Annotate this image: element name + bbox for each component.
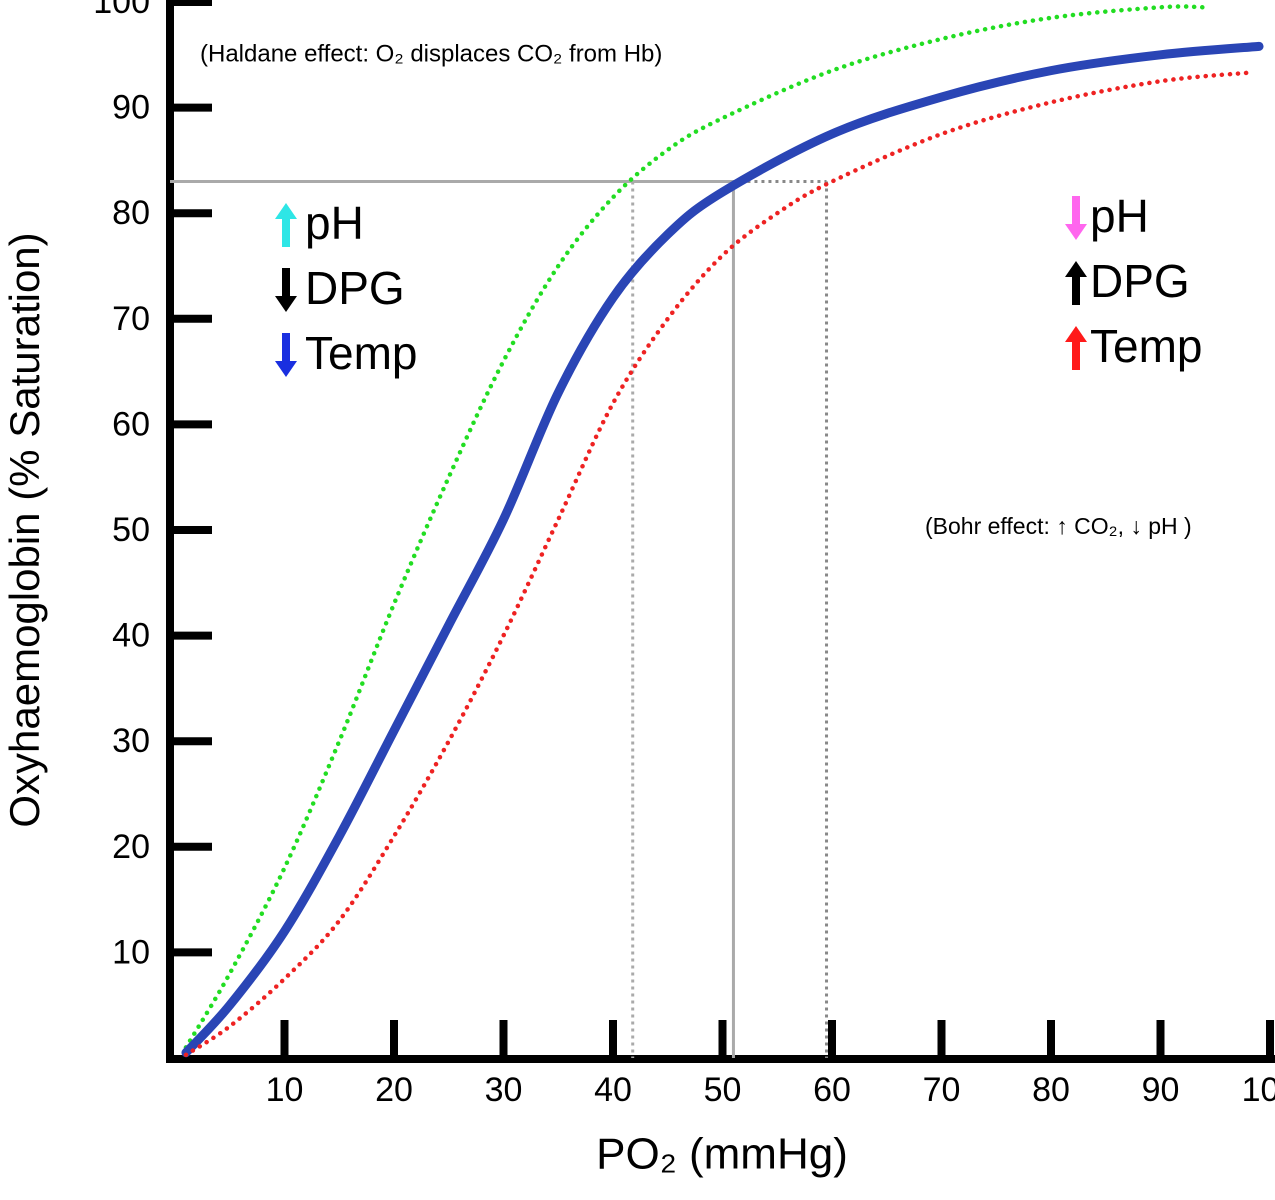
y-tick-label: 40 [112, 617, 150, 655]
x-tick-label: 40 [594, 1071, 632, 1109]
x-tick-label: 50 [704, 1071, 742, 1109]
y-tick-label: 50 [112, 511, 150, 549]
y-tick-label: 10 [112, 933, 150, 971]
annotation: (Bohr effect: ↑ CO₂, ↓ pH ) [925, 513, 1192, 539]
x-tick-label: 10 [266, 1071, 304, 1109]
curve [183, 70, 1251, 1058]
x-axis-title: PO₂ (mmHg) [596, 1130, 848, 1179]
x-tick-label: 90 [1142, 1071, 1180, 1109]
x-tick-label: 60 [813, 1071, 851, 1109]
y-axis-title: Oxyhaemoglobin (% Saturation) [1, 232, 48, 827]
annotation: (Haldane effect: O₂ displaces CO₂ from H… [200, 40, 662, 67]
arrow [275, 268, 297, 312]
annotation-label: DPG [1090, 255, 1190, 307]
x-tick-label: 20 [375, 1071, 413, 1109]
curve [183, 4, 1207, 1050]
annotation-label: pH [1090, 190, 1149, 242]
arrow [1065, 326, 1087, 370]
x-tick-label: 30 [485, 1071, 523, 1109]
annotation-label: Temp [1090, 320, 1202, 372]
arrow [1065, 261, 1087, 305]
x-tick-label: 100 [1242, 1071, 1275, 1109]
y-tick-label: 80 [112, 194, 150, 232]
annotation-label: DPG [305, 262, 405, 314]
x-tick-label: 70 [923, 1071, 961, 1109]
y-tick-label: 20 [112, 828, 150, 866]
y-tick-label: 90 [112, 89, 150, 127]
y-tick-label: 30 [112, 722, 150, 760]
y-tick-label: 100 [93, 0, 150, 21]
annotation-label: Temp [305, 327, 417, 379]
y-tick-label: 60 [112, 405, 150, 443]
arrow [275, 203, 297, 247]
x-tick-label: 80 [1032, 1071, 1070, 1109]
annotation-label: pH [305, 197, 364, 249]
arrow [275, 333, 297, 377]
curve [181, 41, 1264, 1058]
arrow [1065, 196, 1087, 240]
y-tick-label: 70 [112, 300, 150, 338]
